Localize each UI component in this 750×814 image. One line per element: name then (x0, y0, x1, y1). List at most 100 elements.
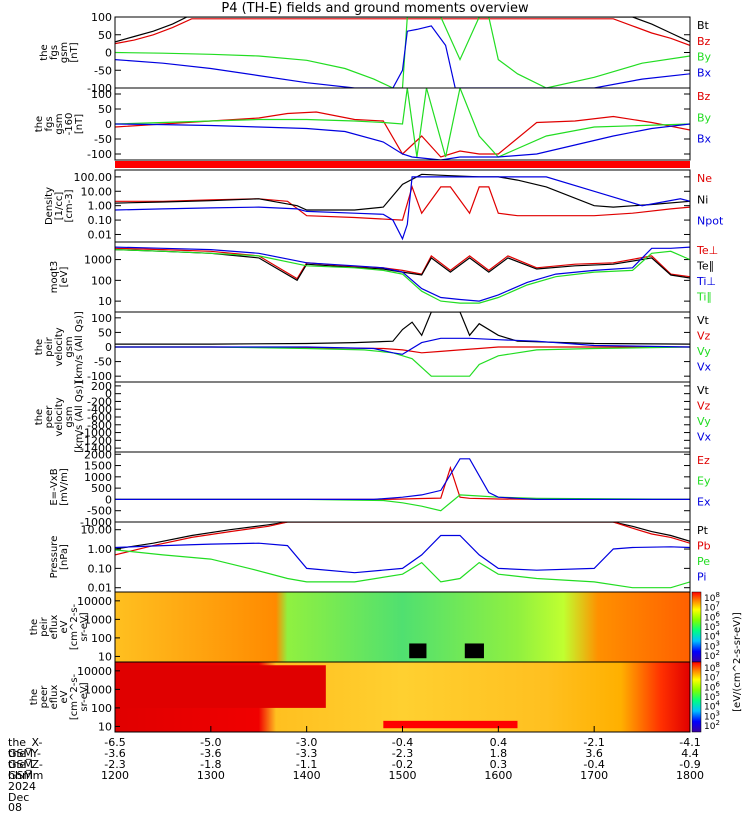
xaxis-row-label: the_Y-GSM (8, 747, 41, 771)
series-Npot (115, 176, 690, 241)
y-axis-label: gsm (64, 336, 75, 357)
legend-By: By (697, 51, 712, 64)
colorbar-tick-label: 108 (704, 661, 720, 674)
legend-Bz: Bz (697, 90, 711, 103)
y-axis-label: the (34, 116, 45, 132)
y-axis-label: the (34, 339, 45, 355)
y-tick-label: 50 (98, 326, 112, 339)
xaxis-value: 1600 (484, 769, 513, 782)
xaxis-value: 1500 (388, 769, 417, 782)
series-Bz (115, 111, 690, 158)
legend-Pb: Pb (697, 540, 711, 553)
red-band (115, 161, 690, 168)
xaxis-value: -5.0 (200, 736, 222, 749)
series-Pb (115, 522, 690, 556)
legend-Vy: Vy (697, 345, 711, 358)
legend-Te∥: Te∥ (696, 260, 714, 273)
colorbar-tick-label: 103 (704, 639, 720, 652)
y-axis-label: [mV/m] (59, 468, 70, 506)
colorbar-tick-label: 104 (704, 700, 720, 713)
legend-By: By (697, 111, 712, 124)
xaxis-value: -2.3 (391, 747, 414, 760)
y-tick-label: 500 (91, 482, 112, 495)
y-axis-label: [nPa] (59, 544, 70, 570)
colorbar-tick-label: 102 (704, 719, 720, 732)
xaxis-value: -2.1 (583, 736, 605, 749)
y-tick-label: 100 (91, 312, 112, 325)
series-Ti∥ (115, 249, 690, 304)
colorbar-tick-label: 105 (704, 690, 720, 703)
series-Te⊥ (115, 247, 690, 280)
xaxis-value: 1800 (676, 769, 704, 782)
y-axis-label: moqt3 (49, 261, 60, 294)
y-tick-label: -400 (87, 403, 112, 416)
y-axis-label: [eV] (59, 267, 70, 288)
y-tick-label: -1200 (80, 434, 112, 447)
y-tick-label: 10.00 (81, 524, 113, 537)
xaxis-value: -3.6 (200, 747, 222, 760)
series-Ne (115, 184, 690, 221)
xaxis-value: 0.3 (489, 758, 508, 771)
series-By (115, 88, 690, 158)
legend-Vx: Vx (697, 431, 712, 444)
y-axis-label: gsm (59, 42, 70, 63)
y-axis-label: [cm-3] (64, 189, 75, 222)
legend-Npot: Npot (697, 215, 724, 228)
xaxis-value: 3.6 (585, 747, 603, 760)
colorbar-tick-label: 108 (704, 591, 720, 604)
y-tick-label: 0 (105, 47, 112, 60)
series-Vt (115, 312, 690, 345)
xaxis-value: 4.4 (681, 747, 699, 760)
colorbar-label: [eV/(cm^2-s-sr-eV)] (732, 612, 743, 712)
y-tick-label: 1000 (84, 471, 112, 484)
y-tick-label: 0.10 (88, 214, 113, 227)
xaxis-value: -3.0 (295, 736, 318, 749)
legend-Ex: Ex (697, 495, 711, 508)
y-axis-label: peir (39, 616, 50, 636)
xaxis-value: -6.5 (104, 736, 126, 749)
y-axis-label: [km/s (All Qs)] (74, 381, 85, 453)
colorbar-tick-label: 107 (704, 601, 720, 614)
y-axis-label: [cm^2-s- (69, 603, 80, 650)
series-Pi (115, 534, 690, 574)
y-tick-label: -100 (87, 370, 112, 383)
series-Ni (115, 173, 690, 211)
panel-frame (114, 16, 691, 89)
y-tick-label: 0 (105, 118, 112, 131)
legend-Vt: Vt (697, 384, 710, 397)
legend-Vx: Vx (697, 361, 712, 374)
y-axis-label: [km/s (All Qs)] (74, 311, 85, 383)
series-Vy (115, 346, 690, 377)
xaxis-value: 1.8 (489, 747, 508, 760)
panel-frame (114, 381, 691, 453)
y-tick-label: 100.00 (74, 171, 113, 184)
legend-Vz: Vz (697, 400, 711, 413)
y-axis-label: [1/cc] (54, 192, 65, 221)
legend-Vt: Vt (697, 314, 710, 327)
series-Bt (115, 17, 690, 43)
y-axis-label: eflux (49, 615, 60, 640)
y-tick-label: 1500 (84, 460, 112, 473)
legend-Te⊥: Te⊥ (696, 244, 718, 257)
xaxis-value: -0.2 (391, 758, 414, 771)
series-Bx (115, 25, 690, 88)
y-tick-label: 0 (105, 493, 112, 506)
colorbar (691, 591, 702, 663)
legend-Pe: Pe (697, 555, 710, 568)
y-axis-label: fgs (44, 116, 55, 131)
y-tick-label: -1000 (80, 516, 112, 529)
y-tick-label: 0 (105, 388, 112, 401)
y-tick-label: -600 (87, 411, 112, 424)
series-Bz (115, 18, 690, 46)
y-axis-label: Pressure (49, 536, 60, 579)
spectrogram-blob (409, 643, 427, 659)
series-Vx (115, 337, 690, 355)
panel-2: 100 50 0 -50 -100 the fgs gsm -160 [nT] Bz By Bx (34, 87, 712, 161)
panel-frame (114, 451, 691, 523)
y-tick-label: 10.00 (81, 185, 113, 198)
y-axis-label: -160 (64, 113, 75, 136)
y-tick-label: 0.01 (88, 582, 113, 595)
